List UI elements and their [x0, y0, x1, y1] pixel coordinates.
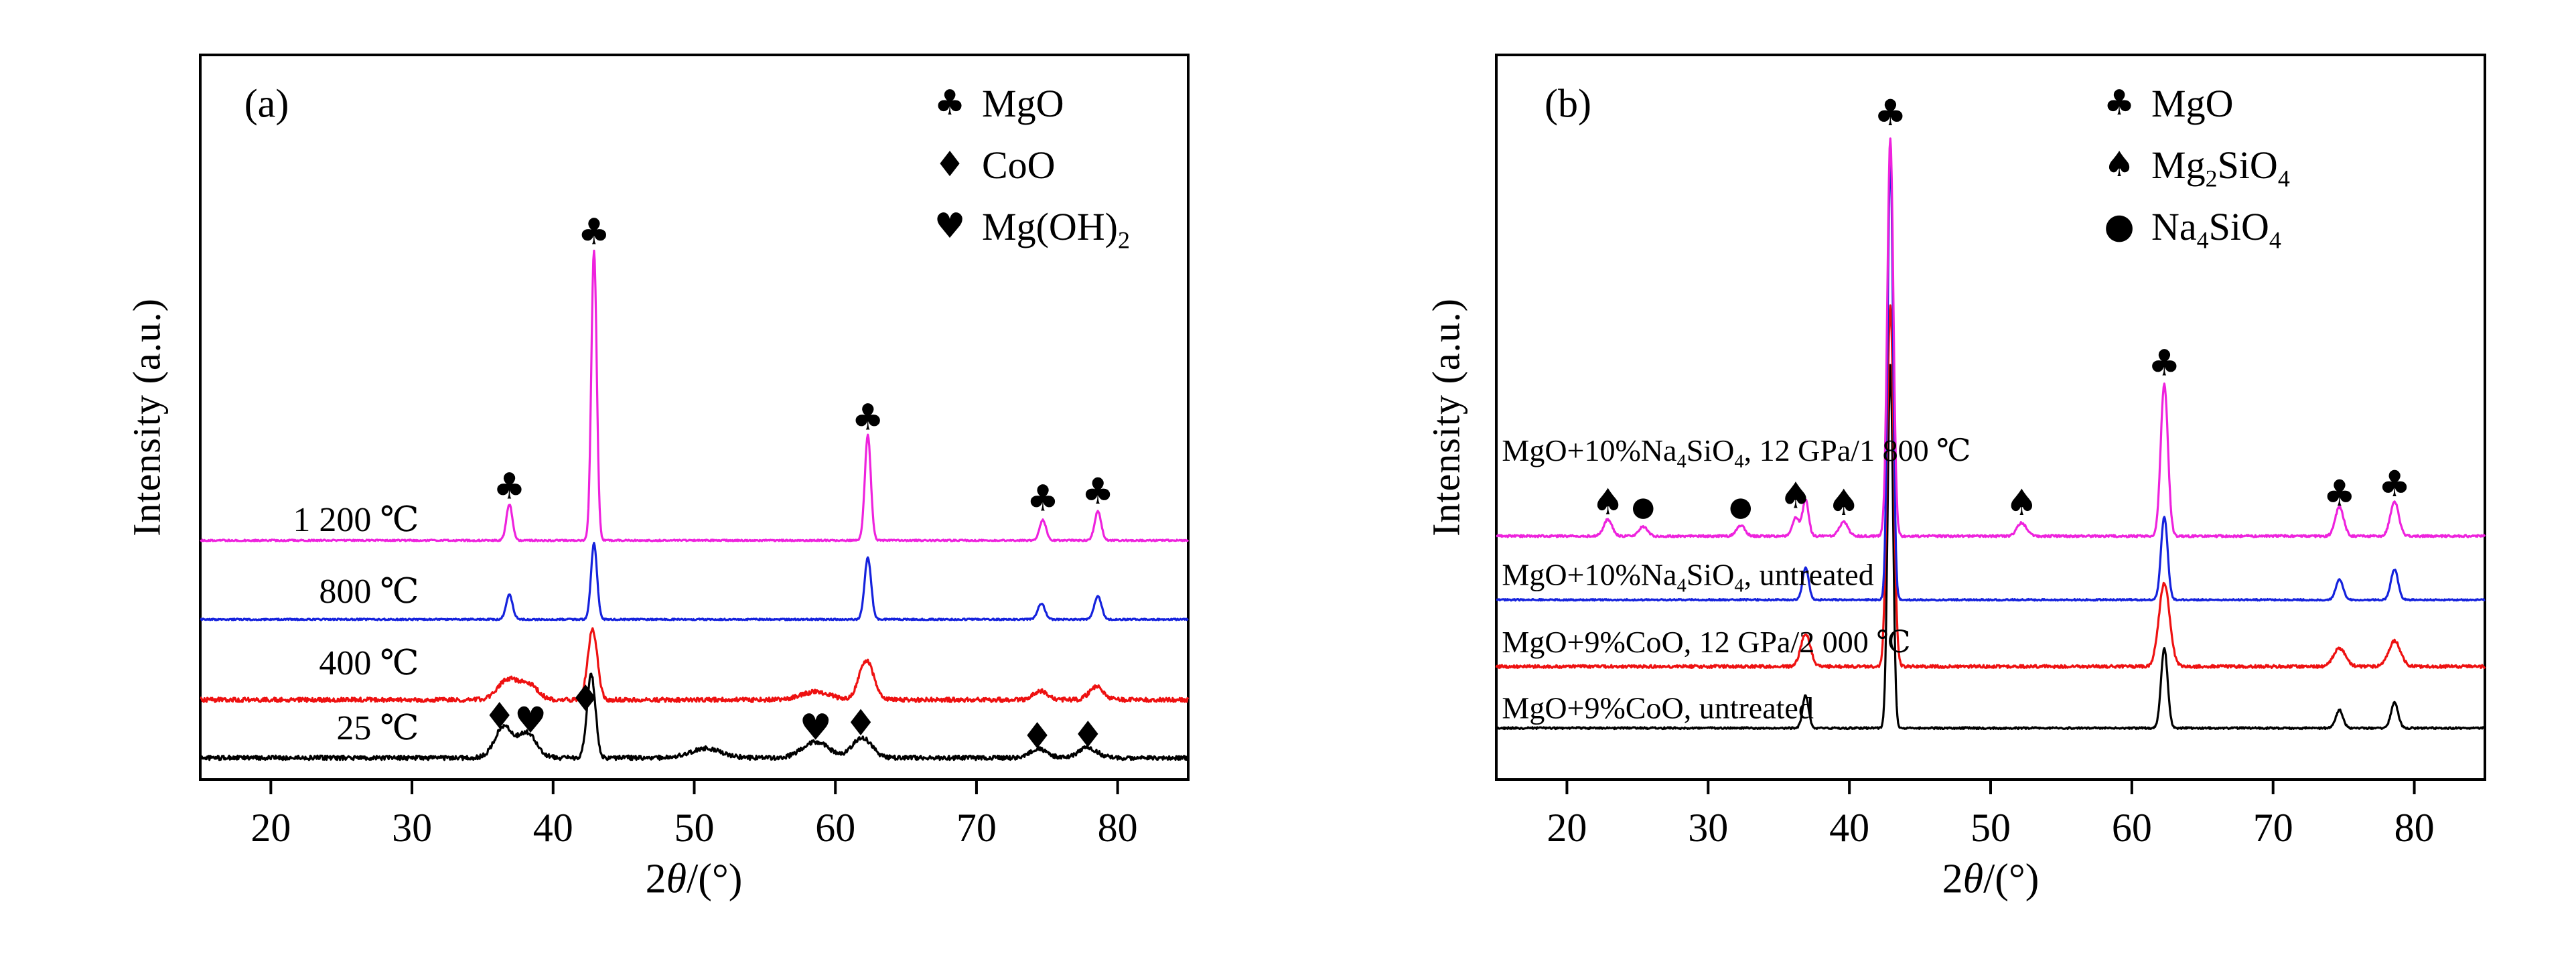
heart-icon: ♥: [934, 206, 966, 246]
peak-marker: ♣: [493, 465, 525, 507]
series-curve-0-2: [200, 542, 1189, 621]
legend-label: Na4SiO4: [2151, 204, 2281, 254]
legend-label: Mg2SiO4: [2151, 143, 2290, 192]
diamond-icon: ♦: [934, 145, 966, 185]
plot-border: [199, 54, 1190, 781]
x-axis-label-a: 2θ/(°): [645, 856, 743, 902]
legend-label: MgO: [2151, 81, 2234, 125]
x-tick-label: 60: [2112, 806, 2152, 850]
peak-marker: ♥: [514, 699, 547, 741]
legend-item: ♣ MgO: [928, 72, 1130, 134]
series-label-coo-untreated: MgO+9%CoO, untreated: [1502, 690, 1814, 725]
x-tick-label: 20: [251, 806, 291, 850]
peak-marker: ♠: [1780, 474, 1812, 516]
legend-item: ♣ MgO: [2098, 72, 2290, 134]
legend-label: Mg(OH)2: [982, 204, 1130, 254]
series-label-400c: 400 ℃: [319, 644, 419, 682]
peak-marker: ♣: [2323, 472, 2356, 514]
x-tick-label: 50: [1971, 806, 2011, 850]
x-tick-label: 40: [1829, 806, 1869, 850]
x-tick-label: 60: [815, 806, 855, 850]
peak-marker: ♣: [2378, 463, 2411, 505]
club-icon: ♣: [934, 83, 966, 123]
legend-b: ♣ MgO ♠ Mg2SiO4 ● Na4SiO4: [2098, 72, 2290, 257]
panel-label-b: (b): [1545, 81, 1591, 126]
series-label-25c: 25 ℃: [336, 709, 419, 748]
series-curve-1-1: [1495, 304, 2486, 669]
peak-marker: ♣: [1082, 470, 1114, 512]
y-axis-label-b: Intensity (a.u.): [1424, 298, 1468, 536]
circle-icon: ●: [2104, 206, 2135, 246]
peak-marker: ●: [1632, 492, 1655, 522]
x-tick-label: 80: [1098, 806, 1138, 850]
panel-label-a: (a): [244, 81, 289, 126]
peak-marker: ♣: [1874, 92, 1906, 134]
legend-item: ♥ Mg(OH)2: [928, 196, 1130, 257]
peak-marker: ♣: [1027, 477, 1059, 520]
x-tick-label: 20: [1547, 806, 1587, 850]
peak-marker: ♦: [484, 694, 516, 737]
x-tick-label: 40: [533, 806, 573, 850]
plot-border: [1495, 54, 2486, 781]
club-icon: ♣: [2103, 83, 2135, 123]
series-label-na4sio4-untreated: MgO+10%Na4SiO4, untreated: [1502, 557, 1874, 597]
series-label-na4sio4-treated: MgO+10%Na4SiO4, 12 GPa/1 800 ℃: [1502, 433, 1971, 472]
x-tick-label: 30: [392, 806, 432, 850]
peak-marker: ♦: [1072, 713, 1104, 755]
x-tick-label: 70: [956, 806, 997, 850]
series-label-800c: 800 ℃: [319, 572, 419, 611]
series-curve-1-0: [1495, 364, 2486, 731]
series-label-coo-treated: MgO+9%CoO, 12 GPa/2 000 ℃: [1502, 625, 1911, 660]
peak-marker: ●: [1729, 492, 1752, 522]
x-tick-label: 70: [2253, 806, 2293, 850]
series-curve-0-1: [200, 627, 1190, 703]
spade-icon: ♠: [2103, 145, 2135, 185]
series-curve-1-2: [1496, 149, 2486, 602]
peak-marker: ♥: [800, 707, 832, 749]
legend-item: ♦ CoO: [928, 134, 1130, 196]
legend-a: ♣ MgO ♦ CoO ♥ Mg(OH)2: [928, 72, 1130, 257]
y-axis-label-a: Intensity (a.u.): [125, 298, 169, 536]
x-tick-label: 30: [1688, 806, 1728, 850]
peak-marker: ♠: [1591, 481, 1624, 523]
peak-marker: ♠: [1827, 482, 1859, 524]
legend-label: CoO: [982, 143, 1056, 187]
series-label-1200c: 1 200 ℃: [293, 500, 419, 539]
peak-marker: ♦: [569, 677, 601, 719]
series-curve-0-0: [199, 672, 1189, 761]
peak-marker: ♦: [845, 702, 877, 744]
peak-marker: ♣: [578, 211, 610, 253]
series-curve-1-3: [1496, 137, 2486, 538]
x-axis-label-b: 2θ/(°): [1942, 856, 2040, 902]
peak-marker: ♣: [851, 396, 883, 439]
x-tick-label: 80: [2394, 806, 2435, 850]
legend-label: MgO: [982, 81, 1064, 125]
peak-marker: ♦: [1021, 715, 1053, 757]
x-tick-label: 50: [674, 806, 715, 850]
peak-marker: ♠: [2005, 482, 2037, 524]
series-curve-0-3: [200, 249, 1190, 542]
legend-item: ♠ Mg2SiO4: [2098, 134, 2290, 196]
legend-item: ● Na4SiO4: [2098, 196, 2290, 257]
peak-marker: ♣: [2148, 342, 2180, 384]
